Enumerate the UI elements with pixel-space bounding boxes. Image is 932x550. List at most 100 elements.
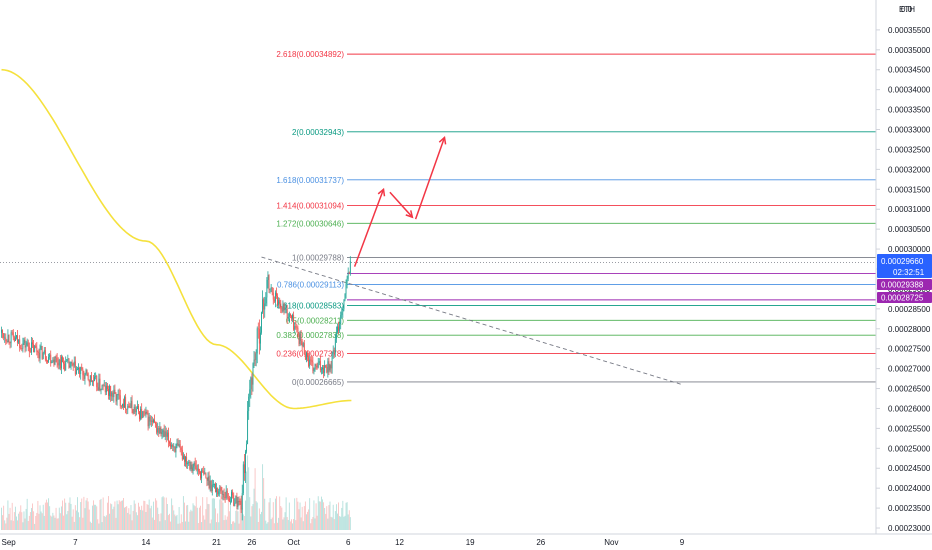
candle-body [324, 365, 326, 373]
candle-body [235, 496, 237, 504]
volume-bar [294, 498, 296, 530]
candle-body [95, 375, 97, 377]
volume-bar [235, 510, 237, 530]
candle-body [8, 334, 10, 342]
volume-bar [269, 498, 271, 530]
volume-bar [240, 506, 242, 530]
fib-level-label: 2.618(0.00034892) [276, 50, 344, 59]
candle-body [111, 392, 113, 397]
volume-bar [138, 502, 139, 530]
volume-bar [299, 502, 301, 530]
volume-bar [207, 503, 209, 530]
candle-body [338, 326, 339, 331]
candle-body [272, 292, 274, 300]
candle-body [219, 487, 221, 492]
candle-body [119, 395, 121, 407]
candle-body [277, 295, 279, 306]
candle-body [304, 354, 306, 360]
projection-arrow-head[interactable] [377, 187, 386, 197]
candle-body [170, 443, 172, 447]
candle-body [215, 483, 216, 493]
volume-bar [231, 523, 232, 530]
projection-arrow-shaft[interactable] [414, 137, 446, 220]
candle-body [262, 299, 264, 313]
candle-body [347, 272, 349, 279]
volume-bar [186, 505, 188, 530]
volume-bar [113, 506, 115, 530]
candle-body [285, 308, 287, 310]
volume-bar [101, 522, 103, 530]
fib-level-label: 0.618(0.00028583) [276, 302, 344, 311]
candle-body [241, 493, 243, 510]
volume-bar [274, 498, 276, 530]
price-tick-label: 0.00026500 [888, 385, 931, 394]
candle-body [66, 359, 68, 362]
candle-body [264, 303, 266, 310]
volume-bar [315, 503, 317, 530]
candle-body [281, 309, 283, 312]
volume-bar [202, 497, 204, 530]
projection-arrow-head[interactable] [405, 210, 414, 219]
candle-body [202, 470, 204, 472]
volume-bar [192, 503, 194, 530]
volume-bar [17, 520, 18, 530]
candle-body [68, 358, 70, 368]
volume-bar [309, 498, 311, 530]
volume-bar [4, 520, 6, 530]
volume-bar [132, 510, 134, 530]
candle-body [292, 315, 293, 319]
volume-bar [280, 506, 282, 530]
volume-bar [227, 498, 229, 530]
projection-arrows[interactable] [353, 136, 447, 267]
candle-body [190, 464, 192, 470]
candle-body [57, 362, 59, 366]
volume-bar [344, 515, 346, 530]
volume-bar [118, 500, 120, 530]
candle-body [297, 327, 299, 336]
candle-body [181, 449, 183, 460]
candle-body [330, 365, 332, 369]
candle-body [265, 297, 267, 304]
candle-body [125, 396, 127, 409]
volume-bar [75, 510, 77, 530]
candle-body [96, 375, 98, 388]
candle-body [13, 337, 15, 341]
descending-trendline[interactable] [261, 256, 683, 385]
volume-bar [24, 518, 26, 530]
volume-bar [20, 505, 22, 530]
volume-bar [150, 505, 152, 530]
volume-bar [9, 507, 11, 530]
trendline[interactable] [261, 256, 683, 385]
volume-bar [239, 501, 241, 530]
time-axis[interactable]: Sep 7 14 21 26 Oct 6 12 19 26 Nov 9 [0, 533, 932, 547]
volume-bar [7, 500, 9, 530]
candle-body [7, 334, 9, 343]
projection-arrow-head[interactable] [438, 136, 447, 145]
candle-body [139, 411, 140, 420]
price-tick-label: 0.00032000 [888, 165, 931, 174]
projection-arrow-shaft[interactable] [389, 191, 413, 218]
volume-bars [1, 455, 351, 530]
time-tick-label: Sep [2, 538, 17, 547]
candle-body [38, 352, 40, 359]
candle-body [172, 445, 174, 448]
volume-bar [265, 520, 267, 530]
volume-bar [23, 511, 25, 530]
volume-bar [226, 516, 228, 530]
candle-body [118, 394, 120, 396]
candle-body [26, 342, 28, 346]
price-tick-label: 0.00030000 [888, 245, 931, 254]
candle-body [128, 405, 130, 408]
candle-body [230, 501, 231, 503]
candle-body [108, 389, 109, 396]
volume-bar [334, 511, 336, 530]
projection-arrow-shaft[interactable] [353, 189, 385, 267]
volume-bar [175, 516, 177, 530]
volume-bar [243, 516, 245, 530]
candle-body [148, 416, 150, 427]
fibonacci-extension[interactable]: 0(0.00026665) 0.236(0.00027378) 0.382(0.00… [0, 50, 876, 387]
volume-bar [285, 497, 287, 530]
candle-body [319, 361, 321, 371]
